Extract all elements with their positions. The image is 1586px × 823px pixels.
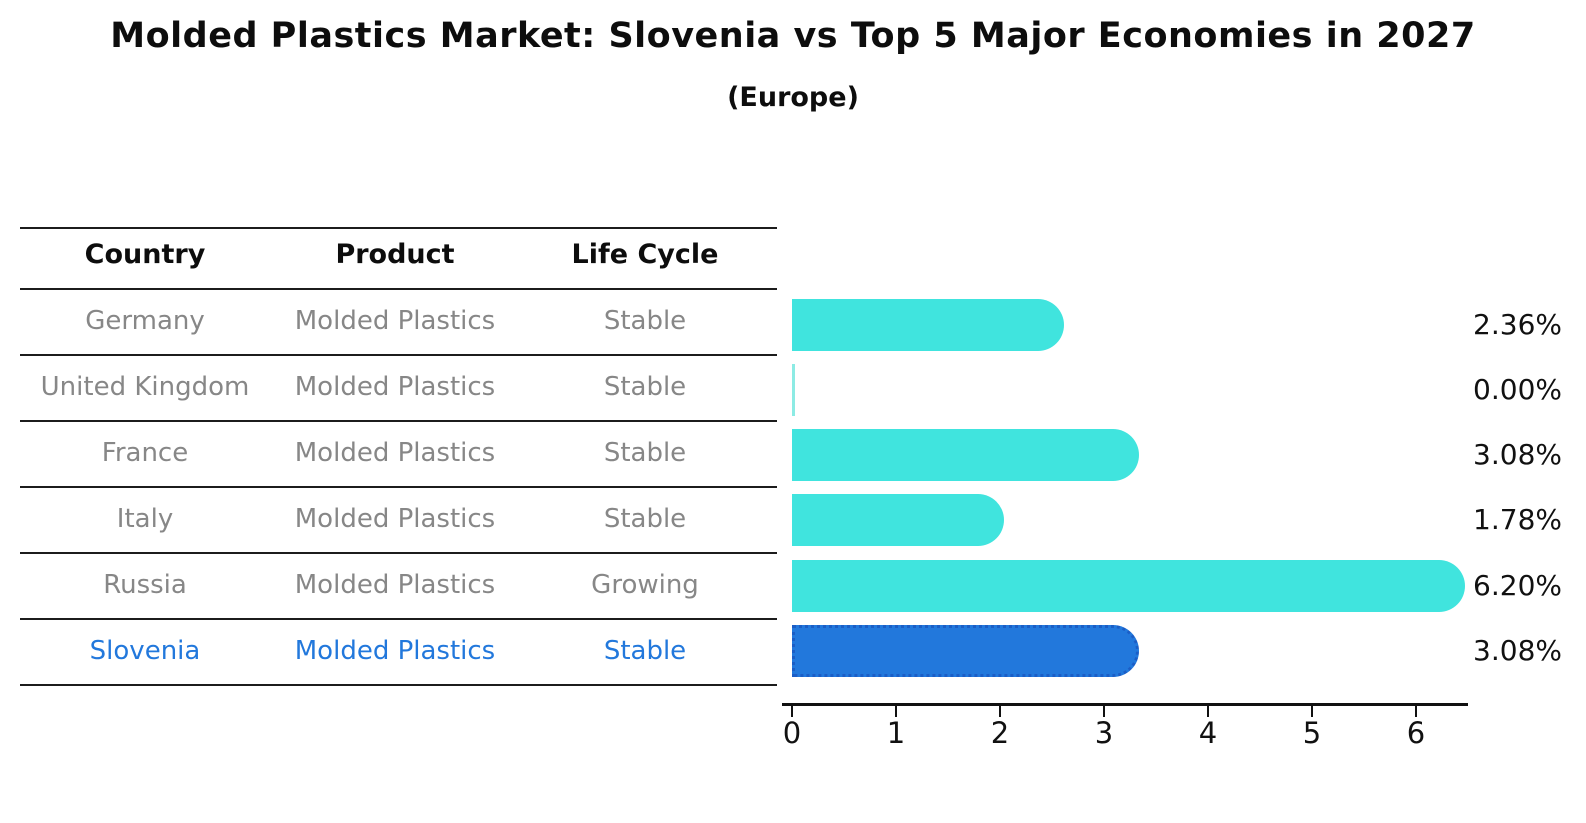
value-label-russia: 6.20% — [1473, 569, 1562, 602]
country-cell: Russia — [103, 570, 187, 600]
table-row-france: France Molded Plastics Stable — [20, 437, 770, 469]
x-axis-line — [782, 703, 1468, 706]
country-cell: Italy — [116, 504, 174, 534]
table-row-slovenia: Slovenia Molded Plastics Stable — [20, 635, 770, 667]
product-cell: Molded Plastics — [294, 306, 496, 336]
life-cycle-cell: Growing — [591, 570, 699, 600]
bar-russia — [792, 560, 1465, 612]
x-axis-tick-label-1: 1 — [886, 716, 906, 750]
table-line-4 — [20, 552, 777, 554]
chart-title: Molded Plastics Market: Slovenia vs Top … — [110, 16, 1476, 56]
x-axis-tick-1 — [895, 706, 897, 717]
table-row-italy: Italy Molded Plastics Stable — [20, 503, 770, 535]
country-cell: France — [101, 438, 189, 468]
x-axis-tick-3 — [1103, 706, 1105, 717]
column-header-life-cycle: Life Cycle — [571, 239, 719, 270]
life-cycle-cell: Stable — [603, 372, 687, 402]
value-label-france: 3.08% — [1473, 438, 1562, 471]
country-cell: Slovenia — [89, 636, 201, 666]
x-axis-tick-0 — [791, 706, 793, 717]
life-cycle-cell: Stable — [603, 636, 687, 666]
life-cycle-cell: Stable — [603, 438, 687, 468]
product-cell: Molded Plastics — [294, 636, 496, 666]
product-cell: Molded Plastics — [294, 570, 496, 600]
bar-united-kingdom — [792, 364, 795, 416]
table-row-united-kingdom: United Kingdom Molded Plastics Stable — [20, 371, 770, 403]
life-cycle-cell: Stable — [603, 306, 687, 336]
column-header-product: Product — [335, 239, 455, 270]
product-cell: Molded Plastics — [294, 438, 496, 468]
x-axis-tick-4 — [1207, 706, 1209, 717]
x-axis-tick-label-3: 3 — [1094, 716, 1114, 750]
country-cell: Germany — [85, 306, 205, 336]
x-axis-tick-6 — [1415, 706, 1417, 717]
x-axis-tick-label-4: 4 — [1198, 716, 1218, 750]
bar-germany — [792, 299, 1065, 351]
table-line-top — [20, 227, 777, 229]
x-axis-tick-5 — [1311, 706, 1313, 717]
value-label-italy: 1.78% — [1473, 503, 1562, 536]
country-cell: United Kingdom — [40, 372, 250, 402]
bar-italy — [792, 494, 1004, 546]
table-line-3 — [20, 486, 777, 488]
chart-subtitle: (Europe) — [727, 82, 859, 113]
table-line-bottom — [20, 684, 777, 686]
x-axis-tick-label-2: 2 — [990, 716, 1010, 750]
table-row-russia: Russia Molded Plastics Growing — [20, 569, 770, 601]
value-label-germany: 2.36% — [1473, 308, 1562, 341]
life-cycle-cell: Stable — [603, 504, 687, 534]
product-cell: Molded Plastics — [294, 372, 496, 402]
value-label-united-kingdom: 0.00% — [1473, 373, 1562, 406]
table-line-1 — [20, 354, 777, 356]
table-line-5 — [20, 618, 777, 620]
x-axis-tick-label-6: 6 — [1406, 716, 1426, 750]
x-axis-tick-label-5: 5 — [1302, 716, 1322, 750]
x-axis-tick-2 — [999, 706, 1001, 717]
table-line-header — [20, 288, 777, 290]
bar-slovenia — [792, 625, 1140, 677]
table-header-row: Country Product Life Cycle — [20, 239, 770, 271]
bar-france — [792, 429, 1140, 481]
column-header-country: Country — [84, 239, 206, 270]
product-cell: Molded Plastics — [294, 504, 496, 534]
table-row-germany: Germany Molded Plastics Stable — [20, 305, 770, 337]
x-axis-tick-label-0: 0 — [782, 716, 802, 750]
value-label-slovenia: 3.08% — [1473, 634, 1562, 667]
table-line-2 — [20, 420, 777, 422]
